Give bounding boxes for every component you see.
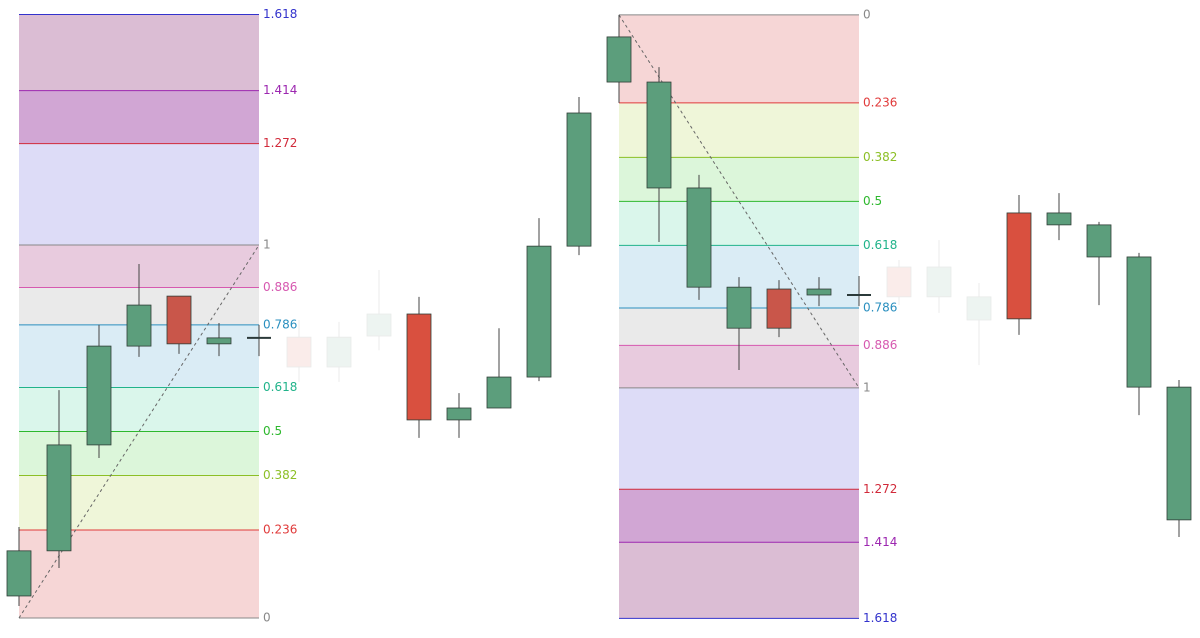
candle [1086, 221, 1112, 306]
candle [366, 270, 392, 351]
candle [166, 295, 192, 354]
candle [1166, 380, 1192, 538]
candle-body [566, 112, 592, 247]
fib-level-label: 0.786 [263, 317, 297, 331]
candle [526, 218, 552, 382]
candle [566, 96, 592, 256]
fib-level-label: 1.414 [263, 83, 297, 97]
candle [606, 14, 632, 103]
fib-level-label: 1.414 [863, 535, 897, 549]
candle [406, 296, 432, 438]
candle-body [926, 266, 952, 298]
fib-level-label: 1.272 [863, 482, 897, 496]
candle [326, 321, 352, 382]
candle [766, 280, 792, 338]
candle-body [206, 337, 232, 345]
candle [886, 259, 912, 306]
fib-level-label: 0.236 [263, 522, 297, 536]
fib-band [19, 90, 259, 144]
fib-level-label: 0.618 [863, 238, 897, 252]
fib-level-label: 0.382 [263, 468, 297, 482]
candle [726, 277, 752, 370]
candle [1126, 252, 1152, 416]
candle-body [686, 187, 712, 288]
fib-level-label: 0.786 [863, 301, 897, 315]
fib-level-label: 0.886 [263, 280, 297, 294]
candle [806, 277, 832, 307]
fib-level-label: 1 [863, 380, 871, 394]
fib-level-label: 0.886 [863, 338, 897, 352]
candle [926, 240, 952, 313]
candle-body [606, 36, 632, 83]
candle-body [46, 444, 72, 552]
candle-body [486, 376, 512, 409]
candle [46, 390, 72, 568]
fib-level-label: 1 [263, 238, 271, 252]
fib-band [619, 201, 859, 246]
candle-body [286, 336, 312, 368]
fib-level-label: 1.618 [863, 611, 897, 625]
fib-level-label: 0.5 [863, 194, 882, 208]
fib-band [619, 387, 859, 490]
candle-body [6, 550, 32, 597]
fib-band [619, 542, 859, 619]
candle [446, 393, 472, 438]
candle [847, 275, 871, 307]
candle [206, 322, 232, 357]
candle-body [1086, 224, 1112, 258]
candle-body [766, 288, 792, 329]
fib-level-label: 0 [863, 7, 871, 21]
fib-band [19, 14, 259, 91]
candle-body [1046, 212, 1072, 226]
fib-level-label: 0.5 [263, 424, 282, 438]
candle-body [126, 304, 152, 347]
candle [1046, 193, 1072, 241]
candle-body [726, 286, 752, 329]
candle [966, 283, 992, 366]
candle-body [966, 296, 992, 321]
candle-body [1166, 386, 1192, 521]
fib-level-label: 0.382 [863, 150, 897, 164]
fib-level-label: 1.272 [263, 136, 297, 150]
fib-level-label: 0 [263, 610, 271, 624]
candle-body [366, 313, 392, 337]
candle-body [646, 81, 672, 189]
fib-level-label: 1.618 [263, 7, 297, 21]
candle-body [526, 245, 552, 378]
candle-body [86, 345, 112, 446]
candle-body [886, 266, 912, 298]
fib-band [19, 387, 259, 432]
candle-body [326, 336, 352, 368]
candle [247, 324, 271, 357]
fib-level-label: 0.236 [863, 95, 897, 109]
candle [286, 319, 312, 382]
fib-band [19, 143, 259, 246]
fib-band [619, 489, 859, 543]
candle-body [406, 313, 432, 421]
candle [646, 67, 672, 243]
candle [126, 264, 152, 357]
fib-level-label: 0.618 [263, 380, 297, 394]
candle-body [166, 295, 192, 345]
candle-body [1126, 256, 1152, 388]
candle-body [1006, 212, 1032, 320]
candle [1006, 195, 1032, 335]
candle-body [806, 288, 832, 296]
candle [486, 328, 512, 409]
candle-body [446, 407, 472, 421]
candle [686, 174, 712, 300]
candle [6, 526, 32, 607]
candle [86, 324, 112, 458]
